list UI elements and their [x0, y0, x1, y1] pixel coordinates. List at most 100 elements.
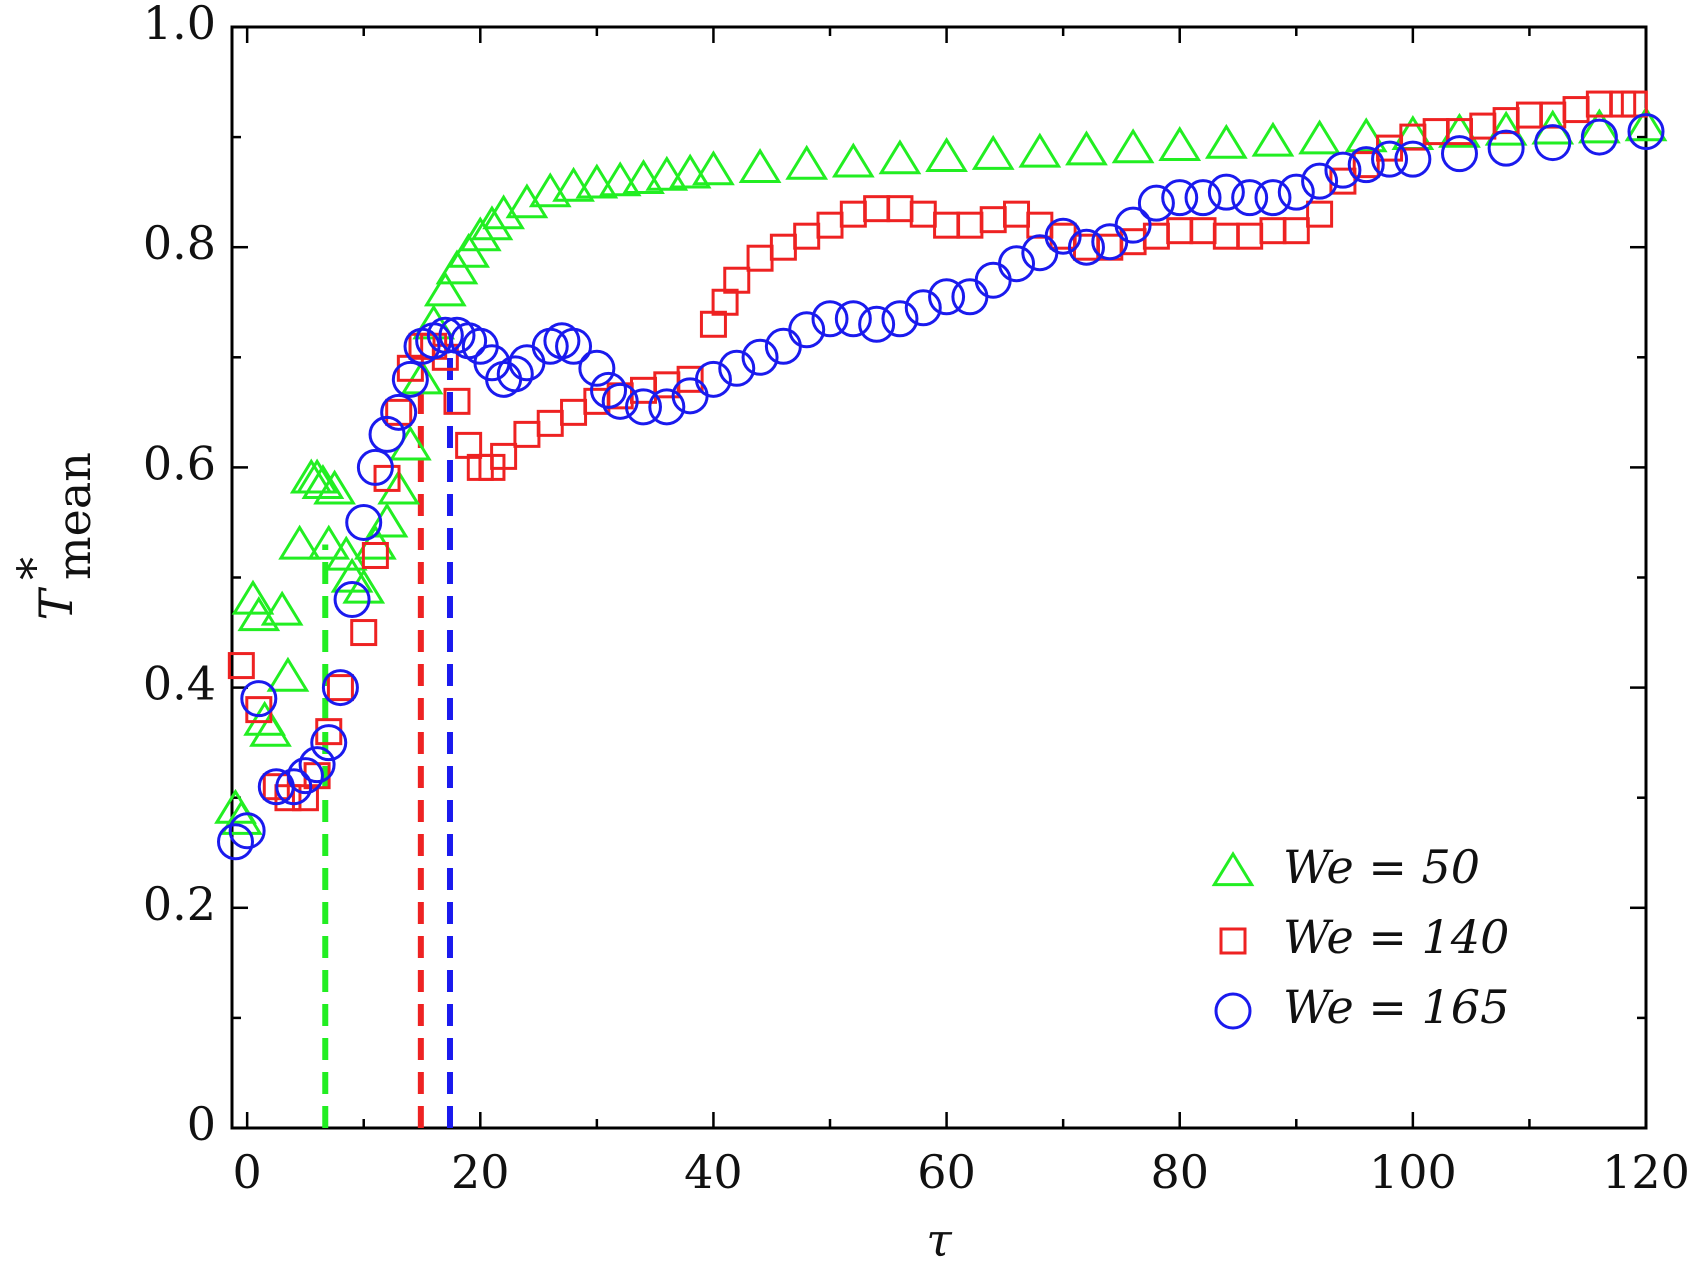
data-point [1298, 119, 1341, 155]
data-point [1306, 200, 1334, 228]
data-point [1577, 108, 1621, 144]
data-point [925, 137, 968, 173]
data-point [1534, 124, 1572, 162]
data-point [1282, 217, 1310, 245]
data-point [1204, 123, 1248, 159]
data-point [956, 211, 984, 239]
data-point [560, 398, 588, 426]
data-point [1207, 173, 1245, 211]
data-point [590, 371, 628, 409]
data-point [350, 619, 378, 647]
data-point [974, 261, 1012, 299]
data-point [298, 746, 336, 784]
data-point [321, 669, 359, 707]
data-point [1469, 112, 1497, 140]
data-point [1487, 129, 1525, 167]
data-point [1142, 222, 1170, 250]
data-point [536, 409, 564, 437]
data-point [668, 153, 712, 189]
data-point [313, 469, 356, 505]
data-point [578, 349, 616, 387]
data-point [1067, 228, 1105, 266]
y-tick-label: 0.2 [143, 877, 216, 931]
data-point [219, 799, 263, 835]
data-point [275, 768, 313, 806]
data-point [470, 205, 514, 241]
data-point [692, 150, 735, 186]
x-tick-label: 20 [451, 1145, 510, 1199]
data-point [1440, 135, 1478, 173]
data-point [361, 541, 389, 569]
data-point [260, 590, 304, 626]
data-point [1251, 121, 1295, 157]
data-point [575, 163, 619, 199]
data-point [971, 134, 1015, 170]
data-point [676, 365, 704, 393]
data-point [816, 211, 844, 239]
data-point [741, 338, 779, 376]
data-point [295, 458, 339, 494]
x-tick-label: 100 [1369, 1145, 1457, 1199]
data-point [1562, 96, 1590, 124]
data-point [723, 266, 751, 294]
data-point [1044, 217, 1082, 255]
data-point [834, 300, 872, 338]
data-point [426, 316, 464, 354]
data-point [391, 360, 429, 398]
data-point [1624, 106, 1668, 142]
legend-label: We = 140 [1283, 910, 1509, 964]
data-point [1114, 206, 1152, 244]
legend-label: We = 165 [1283, 980, 1509, 1034]
data-point [278, 524, 321, 560]
data-point [333, 581, 371, 619]
data-point [831, 142, 875, 178]
data-point [769, 233, 797, 261]
data-point [490, 442, 518, 470]
data-point [788, 311, 826, 349]
data-point [1627, 113, 1665, 151]
y-axis-label: T * mean [7, 452, 101, 620]
y-label-sup: * [7, 557, 61, 580]
data-point [1065, 130, 1108, 166]
data-point [345, 503, 383, 541]
legend-label: We = 50 [1283, 840, 1480, 894]
data-point [839, 200, 867, 228]
data-point [624, 388, 662, 426]
data-point [307, 524, 351, 560]
data-point [1352, 151, 1380, 179]
data-point [342, 568, 386, 604]
data-point [1137, 184, 1175, 222]
data-point [793, 222, 821, 250]
data-point [933, 211, 961, 239]
data-point [904, 289, 942, 327]
data-point [1026, 211, 1054, 239]
data-point [1484, 110, 1528, 146]
data-point [1003, 200, 1031, 228]
data-point [240, 680, 278, 718]
x-tick-label: 80 [1150, 1145, 1209, 1199]
data-point [496, 355, 534, 393]
data-point [645, 155, 689, 191]
data-point [423, 271, 467, 307]
data-point [811, 300, 849, 338]
data-point [216, 823, 254, 861]
data-point [951, 278, 989, 316]
legend-marker [1214, 992, 1252, 1030]
data-point [858, 305, 896, 343]
data-point [1184, 179, 1222, 217]
data-point [1158, 126, 1202, 162]
data-point [1254, 179, 1292, 217]
data-point [622, 159, 665, 195]
data-point [694, 360, 732, 398]
data-point [373, 464, 401, 492]
data-point [909, 200, 937, 228]
y-tick-label: 1.0 [143, 0, 216, 50]
data-point [718, 349, 756, 387]
data-point [310, 724, 348, 762]
data-point [513, 420, 541, 448]
x-tick-label: 40 [684, 1145, 743, 1199]
data-point [785, 144, 829, 180]
data-point [458, 216, 502, 252]
data-point [482, 194, 525, 230]
